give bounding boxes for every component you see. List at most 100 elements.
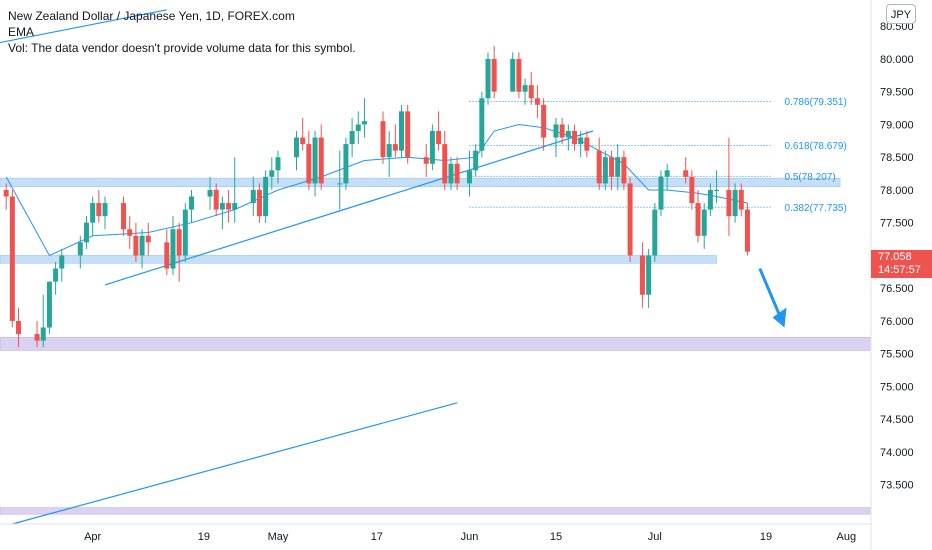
candle-2020-06-13 bbox=[541, 98, 547, 151]
candle-2020-06-16 bbox=[559, 117, 565, 145]
candle-2020-06-22 bbox=[596, 137, 602, 190]
candle-body bbox=[442, 144, 448, 184]
candle-2020-06-04 bbox=[485, 52, 491, 105]
candle-2020-05-15 bbox=[361, 98, 367, 138]
candle-body bbox=[405, 111, 411, 158]
candle-2020-03-24 bbox=[40, 294, 46, 348]
candle-2020-07-08 bbox=[695, 189, 701, 243]
time-tick-2: May bbox=[268, 531, 289, 543]
ema-indicator-label[interactable]: EMA bbox=[8, 25, 35, 39]
candle-2020-05-12 bbox=[343, 137, 349, 190]
ema-line bbox=[5, 123, 748, 257]
candle-body bbox=[3, 189, 9, 197]
candle-body bbox=[9, 196, 15, 321]
time-tick-3: 17 bbox=[371, 531, 383, 543]
candle-body bbox=[188, 196, 194, 210]
candle-body bbox=[226, 203, 232, 210]
time-axis[interactable]: Apr 19 May 17 Jun 15 Jul 19 Aug bbox=[84, 531, 856, 543]
candle-body bbox=[689, 176, 695, 204]
candle-2020-04-15 bbox=[176, 222, 182, 282]
candle-2020-04-29 bbox=[263, 170, 269, 223]
candle-body bbox=[448, 163, 454, 184]
candle-body bbox=[102, 203, 108, 217]
candle-2020-05-30 bbox=[454, 157, 460, 190]
candle-body bbox=[491, 58, 497, 92]
candle-2020-07-09 bbox=[701, 203, 707, 249]
zone-support-1 bbox=[0, 255, 717, 264]
zones-layer bbox=[0, 177, 872, 515]
candle-body bbox=[553, 124, 559, 138]
time-tick-7: 19 bbox=[760, 531, 772, 543]
candle-2020-06-30 bbox=[646, 248, 652, 308]
price-tick-10: 75.500 bbox=[880, 349, 914, 361]
candle-2020-05-08 bbox=[318, 124, 324, 190]
candle-2020-05-14 bbox=[355, 111, 361, 145]
candle-2020-05-01 bbox=[275, 150, 281, 184]
candle-2020-05-19 bbox=[386, 131, 392, 177]
candle-2020-05-05 bbox=[300, 117, 306, 151]
candle-2020-06-29 bbox=[639, 242, 645, 308]
price-tick-8: 76.500 bbox=[880, 283, 914, 295]
candle-2020-04-21 bbox=[213, 183, 219, 217]
candle-body bbox=[318, 137, 324, 184]
last-price-countdown: 14:57:57 bbox=[878, 264, 921, 276]
candle-2020-04-06 bbox=[121, 196, 127, 236]
zone-demand-2 bbox=[0, 337, 872, 351]
price-tick-14: 73.500 bbox=[880, 480, 914, 492]
candle-body bbox=[621, 157, 627, 184]
candle-2020-07-06 bbox=[683, 157, 689, 184]
candle-body bbox=[263, 176, 269, 217]
candle-body bbox=[164, 242, 170, 269]
candle-body bbox=[732, 189, 738, 217]
candle-2020-04-17 bbox=[188, 189, 194, 223]
candle-2020-03-20 bbox=[16, 307, 22, 348]
candle-body bbox=[337, 183, 343, 185]
candle-2020-04-27 bbox=[250, 176, 256, 217]
currency-button[interactable]: JPY bbox=[886, 4, 916, 24]
candle-2020-05-18 bbox=[380, 111, 386, 164]
candle-body bbox=[386, 144, 392, 158]
candle-body bbox=[53, 268, 59, 282]
symbol-title[interactable]: New Zealand Dollar / Japanese Yen, 1D, F… bbox=[8, 9, 295, 23]
candle-2020-04-09 bbox=[139, 229, 145, 269]
candle-2020-06-01 bbox=[466, 150, 472, 197]
price-axis[interactable]: 80.500 80.000 79.500 79.000 78.500 78.000 77.5… bbox=[880, 21, 914, 492]
price-tick-0: 80.500 bbox=[880, 21, 914, 33]
candle-body bbox=[707, 189, 713, 210]
candle-2020-06-26 bbox=[621, 150, 627, 190]
candle-2020-04-28 bbox=[256, 183, 262, 223]
trendline-0 bbox=[0, 9, 167, 44]
candle-2020-05-04 bbox=[294, 131, 300, 171]
price-tick-3: 79.000 bbox=[880, 119, 914, 131]
candle-2020-04-14 bbox=[170, 216, 176, 276]
candle-body bbox=[127, 229, 133, 236]
candle-body bbox=[139, 235, 145, 256]
candle-2020-04-01 bbox=[90, 196, 96, 236]
candle-body bbox=[294, 137, 300, 158]
candle-body bbox=[534, 98, 540, 105]
candle-2020-04-08 bbox=[133, 222, 139, 262]
candle-body bbox=[380, 121, 386, 158]
candle-2020-05-28 bbox=[442, 131, 448, 190]
candle-2020-04-07 bbox=[127, 216, 133, 249]
candle-body bbox=[695, 203, 701, 236]
candle-2020-06-05 bbox=[491, 45, 497, 99]
chart-legend: New Zealand Dollar / Japanese Yen, 1D, F… bbox=[8, 8, 356, 56]
candle-2020-03-23 bbox=[34, 320, 40, 348]
candle-2020-07-16 bbox=[744, 203, 750, 256]
candle-body bbox=[59, 255, 65, 269]
candle-body bbox=[343, 144, 349, 184]
candle-body bbox=[275, 157, 281, 171]
projection-arrow bbox=[758, 267, 787, 328]
candle-body bbox=[312, 137, 318, 184]
candle-body bbox=[133, 235, 139, 256]
candle-body bbox=[473, 150, 479, 171]
price-tick-5: 78.000 bbox=[880, 185, 914, 197]
candle-body bbox=[485, 58, 491, 99]
candle-body bbox=[361, 121, 367, 125]
price-tick-2: 79.500 bbox=[880, 87, 914, 99]
candle-body bbox=[571, 131, 577, 145]
candle-2020-06-12 bbox=[534, 85, 540, 118]
candle-body bbox=[714, 189, 720, 191]
